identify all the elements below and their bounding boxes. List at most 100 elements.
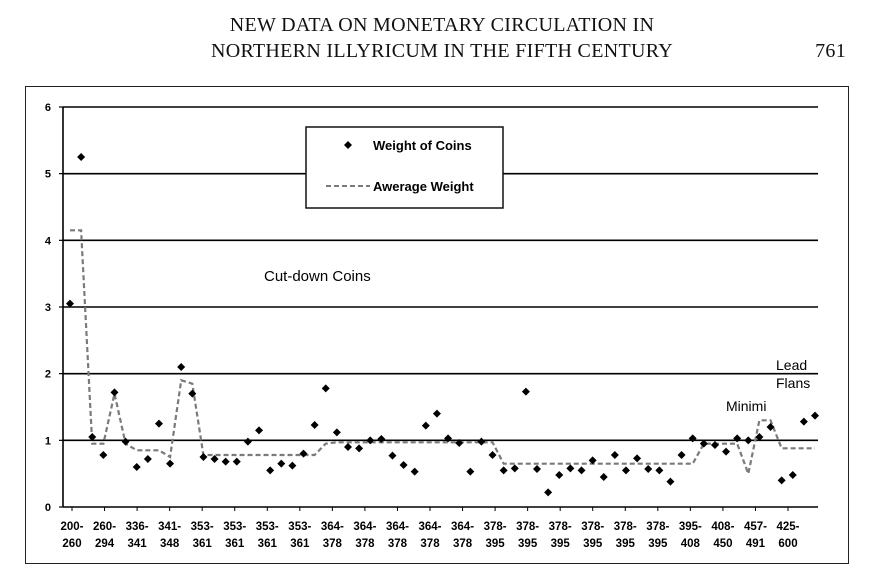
weight-point xyxy=(777,476,786,485)
x-tick-label-top: 353- xyxy=(223,521,246,533)
weight-point xyxy=(677,451,686,459)
x-tick-label-top: 378- xyxy=(484,521,507,533)
x-tick-label-top: 353- xyxy=(256,521,279,533)
weight-point xyxy=(533,465,542,473)
weight-point xyxy=(644,465,653,473)
x-tick-label-top: 364- xyxy=(418,521,441,533)
x-tick-label-bottom: 378 xyxy=(355,538,375,550)
x-tick-label-top: 353- xyxy=(191,521,214,533)
legend: Weight of Coins Awerage Weight xyxy=(305,126,504,209)
y-tick-label: 6 xyxy=(45,102,51,114)
weight-point xyxy=(766,423,775,431)
x-tick-label-top: 408- xyxy=(711,521,734,533)
weight-point xyxy=(666,477,675,486)
weight-point xyxy=(132,463,141,471)
weight-point xyxy=(444,434,453,443)
annotation-minimi: Minimi xyxy=(726,398,766,414)
x-tick-labels: 200- 260 260- 294 336- 341 341- 348 353- 361 353- 3… xyxy=(60,507,800,550)
legend-diamond-marker xyxy=(344,141,352,149)
weight-point xyxy=(588,456,597,465)
weight-point xyxy=(355,444,364,453)
weight-point xyxy=(266,466,275,475)
weight-series xyxy=(66,153,819,497)
y-tick-label: 2 xyxy=(45,369,51,381)
x-tick-label-bottom: 395 xyxy=(616,538,636,550)
weight-point xyxy=(66,299,74,308)
x-tick-label-bottom: 408 xyxy=(681,538,701,550)
chart-frame xyxy=(25,86,849,564)
weight-point xyxy=(199,453,208,461)
annotation-cut-down-coins: Cut-down Coins xyxy=(264,268,371,285)
x-tick-label-bottom: 450 xyxy=(713,538,732,550)
weight-point xyxy=(755,433,764,441)
weight-point xyxy=(188,389,197,398)
x-tick-label-top: 425- xyxy=(776,521,799,533)
weight-point xyxy=(799,417,808,426)
weight-point xyxy=(232,457,241,466)
weight-point xyxy=(277,459,286,468)
weight-point xyxy=(154,419,163,428)
weight-point xyxy=(410,467,419,476)
annotation-lead: Lead xyxy=(776,357,807,373)
weight-point xyxy=(166,459,175,468)
x-tick-label-bottom: 491 xyxy=(746,538,766,550)
y-tick-label: 5 xyxy=(45,169,51,181)
x-tick-label-top: 395- xyxy=(679,521,702,533)
legend-scatter-label: Weight of Coins xyxy=(373,138,472,153)
x-tick-label-top: 364- xyxy=(451,521,474,533)
weight-point xyxy=(288,461,297,470)
x-tick-label-top: 457- xyxy=(744,521,767,533)
weight-point xyxy=(633,454,642,463)
weight-point xyxy=(610,451,619,459)
y-tick-label: 4 xyxy=(45,235,52,247)
weight-point xyxy=(733,434,742,443)
weight-point xyxy=(321,384,330,393)
page-header-line1: NEW DATA ON MONETARY CIRCULATION IN xyxy=(229,14,655,36)
average-weight-series xyxy=(70,229,815,478)
weight-point xyxy=(421,421,430,430)
weight-point xyxy=(210,455,219,463)
weight-point xyxy=(811,411,819,420)
weight-point xyxy=(688,434,697,443)
weight-point xyxy=(388,451,397,460)
weight-point xyxy=(110,388,119,397)
legend-box xyxy=(305,126,504,209)
weight-point xyxy=(577,466,586,475)
x-tick-label-top: 200- xyxy=(60,521,83,533)
weight-point xyxy=(455,439,464,447)
page-header-line2: NORTHERN ILLYRICUM IN THE FIFTH CENTURY xyxy=(210,40,673,62)
weight-point xyxy=(121,437,130,446)
x-tick-label-top: 341- xyxy=(158,521,181,533)
x-tick-label-top: 353- xyxy=(288,521,311,533)
weight-point xyxy=(332,428,341,437)
x-tick-label-bottom: 341 xyxy=(127,538,147,550)
x-tick-label-top: 364- xyxy=(321,521,344,533)
weight-point xyxy=(88,433,97,441)
x-tick-label-bottom: 395 xyxy=(485,538,505,550)
x-tick-label-bottom: 395 xyxy=(551,538,571,550)
weight-point xyxy=(710,441,719,449)
x-tick-label-bottom: 378 xyxy=(453,538,473,550)
y-tick-label: 1 xyxy=(45,435,51,447)
annotation-flans: Flans xyxy=(776,375,810,391)
weight-point xyxy=(788,471,797,479)
weight-point xyxy=(544,488,553,497)
x-tick-label-bottom: 361 xyxy=(225,538,245,550)
weight-point xyxy=(299,449,308,458)
x-tick-label-top: 260- xyxy=(93,521,116,533)
weight-point xyxy=(343,443,352,451)
x-tick-label-bottom: 361 xyxy=(193,538,213,550)
weight-point xyxy=(177,363,186,371)
weight-point xyxy=(566,464,575,473)
x-tick-label-bottom: 378 xyxy=(323,538,343,550)
x-tick-label-top: 378- xyxy=(581,521,604,533)
weight-point xyxy=(99,451,108,459)
weight-point xyxy=(399,461,408,469)
x-tick-label-top: 364- xyxy=(353,521,376,533)
x-tick-label-bottom: 361 xyxy=(290,538,310,550)
weight-point xyxy=(488,451,497,459)
weight-point xyxy=(466,467,475,476)
x-tick-label-bottom: 348 xyxy=(160,538,180,550)
x-tick-label-bottom: 378 xyxy=(420,538,440,550)
weight-point xyxy=(243,437,252,446)
